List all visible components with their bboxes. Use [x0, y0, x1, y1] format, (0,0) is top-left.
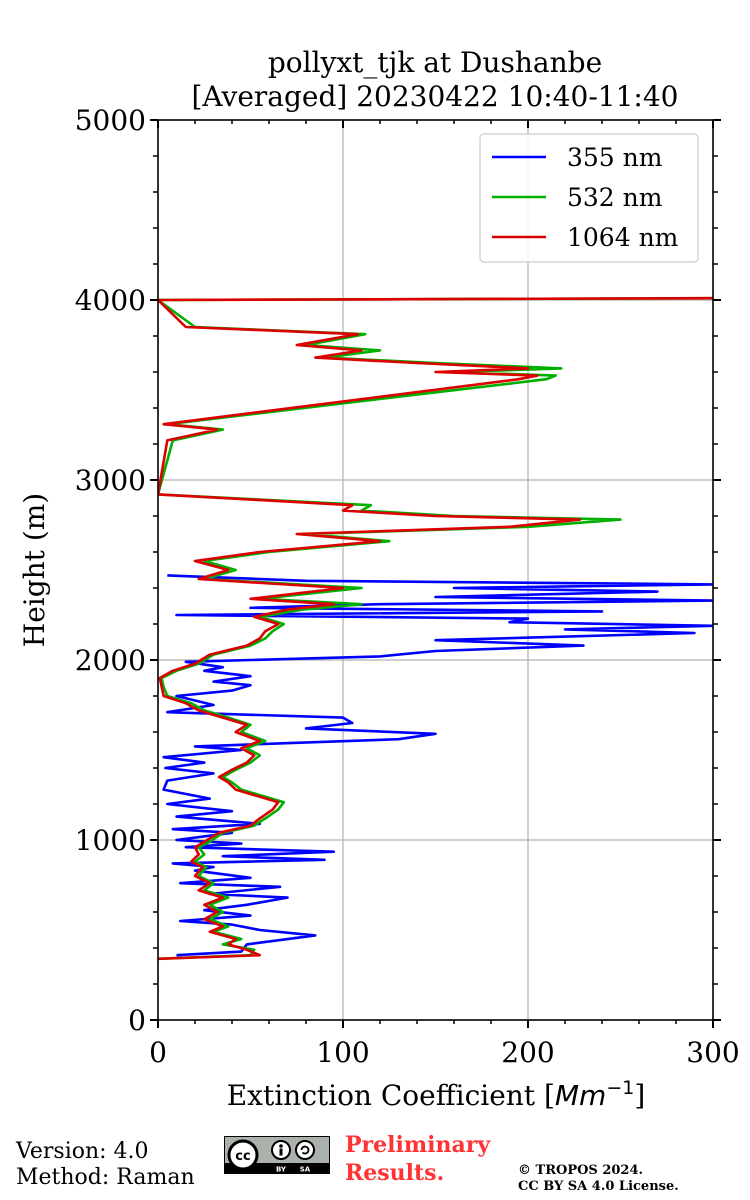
series-line-1064-nm — [158, 296, 713, 961]
version-method-info: Version: 4.0 Method: Raman — [16, 1139, 195, 1191]
share-alike-icon — [295, 1140, 315, 1160]
x-axis-label: Extinction Coefficient [Mm−1] — [227, 1077, 646, 1112]
x-tick-label: 300 — [686, 1036, 739, 1069]
plot-frame — [157, 119, 714, 1021]
legend-label-1064-nm: 1064 nm — [567, 223, 679, 252]
version-label: Version: 4.0 — [16, 1139, 149, 1164]
x-axis-label-text: Extinction Coefficient [ — [227, 1079, 555, 1112]
copyright-notice: © TROPOS 2024. CC BY SA 4.0 License. — [518, 1163, 679, 1195]
series-line-355-nm — [162, 574, 713, 957]
x-tick-label: 0 — [149, 1036, 167, 1069]
method-label: Method: Raman — [16, 1165, 195, 1190]
legend-label-355-nm: 355 nm — [567, 143, 663, 172]
x-axis-label-exponent: −1 — [606, 1077, 634, 1099]
x-tick-label: 100 — [316, 1036, 369, 1069]
copyright-line1: © TROPOS 2024. — [518, 1163, 644, 1178]
legend: 355 nm 532 nm 1064 nm — [479, 133, 699, 263]
preliminary-line1: Preliminary — [345, 1132, 491, 1158]
axis-ticks — [150, 119, 721, 1028]
y-axis-label: Height (m) — [18, 493, 51, 647]
x-axis-tick-labels: 0 100 200 300 — [149, 1036, 740, 1069]
legend-label-532-nm: 532 nm — [567, 183, 663, 212]
y-tick-label: 2000 — [75, 644, 146, 677]
x-axis-label-close: ] — [634, 1079, 645, 1112]
y-tick-label: 3000 — [75, 464, 146, 497]
y-tick-label: 0 — [128, 1004, 146, 1037]
sa-label: SA — [300, 1166, 311, 1174]
y-tick-label: 5000 — [75, 104, 146, 137]
y-axis-tick-labels: 0 1000 2000 3000 4000 5000 — [75, 104, 146, 1037]
cc-by-sa-license-badge: cc BY SA — [224, 1136, 330, 1174]
chart-title-line2: [Averaged] 20230422 10:40-11:40 — [192, 80, 679, 113]
data-series — [158, 296, 713, 961]
cc-logo-text: cc — [235, 1149, 250, 1164]
y-tick-label: 1000 — [75, 824, 146, 857]
cc-logo-icon — [227, 1139, 259, 1171]
copyright-line2: CC BY SA 4.0 License. — [518, 1179, 679, 1194]
plot-area — [150, 119, 721, 1028]
x-tick-label: 200 — [501, 1036, 554, 1069]
by-label: BY — [276, 1166, 287, 1174]
preliminary-results-notice: Preliminary Results. — [345, 1131, 490, 1187]
legend-box — [479, 133, 699, 263]
preliminary-line2: Results. — [345, 1160, 445, 1186]
chart-title-line1: pollyxt_tjk at Dushanbe — [268, 46, 602, 79]
x-axis-label-unit: Mm — [555, 1079, 606, 1112]
y-tick-label: 4000 — [75, 284, 146, 317]
